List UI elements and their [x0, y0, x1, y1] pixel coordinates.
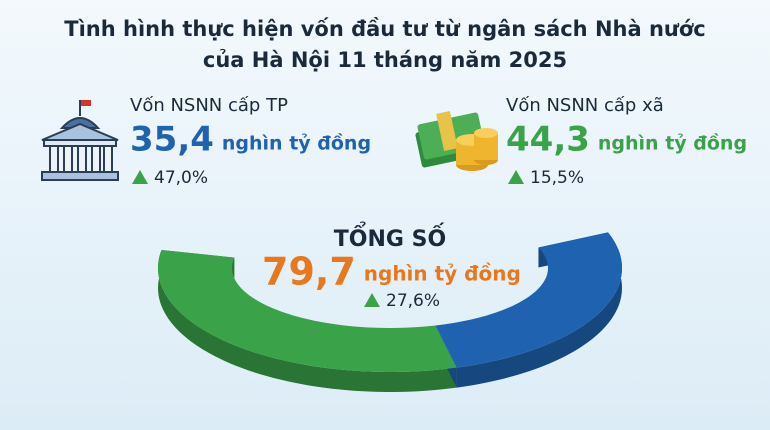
category-label: Vốn NSNN cấp TP — [130, 95, 288, 116]
category-label: Vốn NSNN cấp xã — [506, 95, 664, 116]
segment-side — [158, 249, 457, 392]
growth-arrow — [508, 170, 524, 184]
unit-label: nghìn tỷ đồng — [222, 132, 371, 155]
growth-label: 47,0% — [154, 168, 208, 188]
value-label: 35,4 — [130, 120, 214, 160]
value-label: 44,3 — [506, 120, 590, 160]
total-growth-label: 27,6% — [386, 291, 440, 311]
total-value: 79,7 — [262, 250, 356, 294]
title-line: Tình hình thực hiện vốn đầu tư từ ngân s… — [64, 17, 705, 41]
money-icon — [415, 110, 498, 171]
growth-arrow — [132, 170, 148, 184]
segment-side — [456, 232, 622, 388]
title-line: của Hà Nội 11 tháng năm 2025 — [203, 48, 567, 72]
building-icon — [41, 100, 119, 181]
total-label: TỔNG SỐ — [334, 222, 446, 252]
segment — [435, 232, 622, 368]
segment — [158, 249, 457, 372]
unit-label: nghìn tỷ đồng — [598, 132, 747, 155]
total-unit: nghìn tỷ đồng — [364, 262, 521, 286]
growth-label: 15,5% — [530, 168, 584, 188]
growth-arrow — [364, 293, 380, 307]
